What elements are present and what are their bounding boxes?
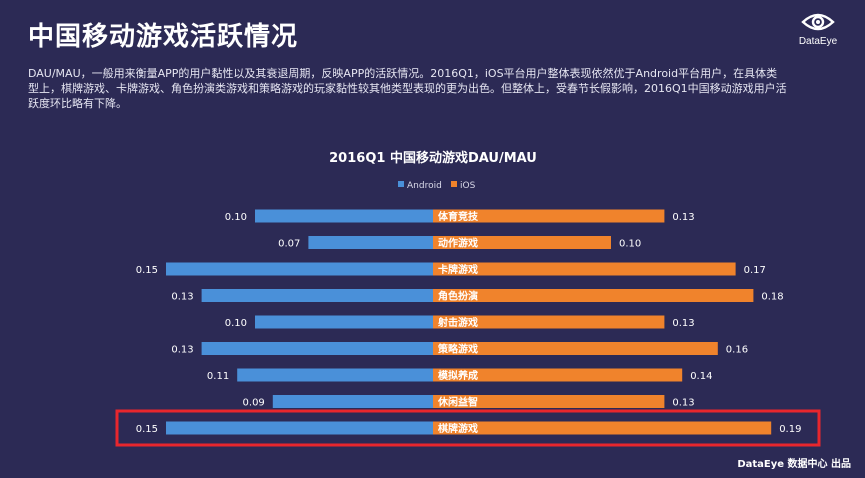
ios-value-label: 0.18 (761, 292, 783, 303)
ios-bar (433, 395, 665, 408)
android-bar (201, 342, 433, 355)
legend-swatch-ios (451, 181, 457, 187)
android-value-label: 0.07 (278, 239, 300, 250)
page-title: 中国移动游戏活跃情况 (28, 22, 299, 52)
ios-value-label: 0.13 (672, 318, 694, 329)
category-label: 角色扮演 (438, 290, 478, 303)
android-bar (272, 395, 433, 408)
chart-title: 2016Q1 中国移动游戏DAU/MAU (329, 150, 537, 166)
ios-value-label: 0.16 (726, 345, 748, 356)
ios-bar (433, 368, 683, 382)
description-text: DAU/MAU，一般用来衡量APP的用户黏性以及其衰退周期，反映APP的活跃情况… (28, 67, 787, 110)
android-value-label: 0.15 (136, 265, 158, 276)
ios-bar (433, 289, 754, 302)
ios-value-label: 0.13 (672, 212, 694, 223)
ios-value-label: 0.19 (779, 424, 801, 435)
category-label: 棋牌游戏 (437, 422, 478, 435)
category-label: 体育竞技 (438, 210, 479, 223)
ios-bar (433, 236, 611, 249)
logo-text: DataEye (798, 36, 838, 47)
android-value-label: 0.11 (207, 371, 229, 382)
ios-value-label: 0.10 (619, 239, 641, 250)
android-value-label: 0.10 (225, 212, 247, 223)
ios-bar (433, 209, 665, 223)
ios-bar (433, 315, 665, 329)
ios-bar (433, 421, 772, 435)
ios-bar (433, 262, 736, 276)
android-bar (308, 236, 433, 249)
ios-value-label: 0.17 (744, 265, 766, 276)
android-bar (237, 368, 433, 382)
category-label: 卡牌游戏 (438, 263, 478, 276)
android-bar (255, 209, 433, 223)
android-bar (166, 262, 433, 276)
eye-icon (801, 13, 835, 31)
android-value-label: 0.13 (171, 345, 193, 356)
highlight-box (115, 409, 821, 447)
android-value-label: 0.09 (243, 398, 265, 409)
legend-swatch-android (398, 181, 404, 187)
legend-label-android: Android (407, 181, 442, 191)
dataeye-logo: DataEye (787, 10, 849, 52)
category-label: 动作游戏 (438, 237, 478, 250)
category-label: 策略游戏 (438, 343, 478, 356)
footer-credit: DataEye 数据中心 出品 (737, 459, 851, 470)
android-value-label: 0.15 (136, 424, 158, 435)
dau-mau-chart: 2016Q1 中国移动游戏DAU/MAU Android iOS 体育竞技 0.10 0.… (115, 150, 821, 447)
android-bar (255, 315, 433, 329)
category-label: 模拟养成 (438, 369, 478, 382)
ios-bar (433, 342, 718, 355)
category-label: 休闲益智 (437, 396, 478, 409)
category-label: 射击游戏 (437, 316, 478, 329)
android-value-label: 0.13 (171, 292, 193, 303)
android-value-label: 0.10 (225, 318, 247, 329)
android-bar (201, 289, 433, 302)
legend-label-ios: iOS (460, 181, 476, 191)
ios-value-label: 0.13 (672, 398, 694, 409)
ios-value-label: 0.14 (690, 371, 712, 382)
android-bar (166, 421, 433, 435)
